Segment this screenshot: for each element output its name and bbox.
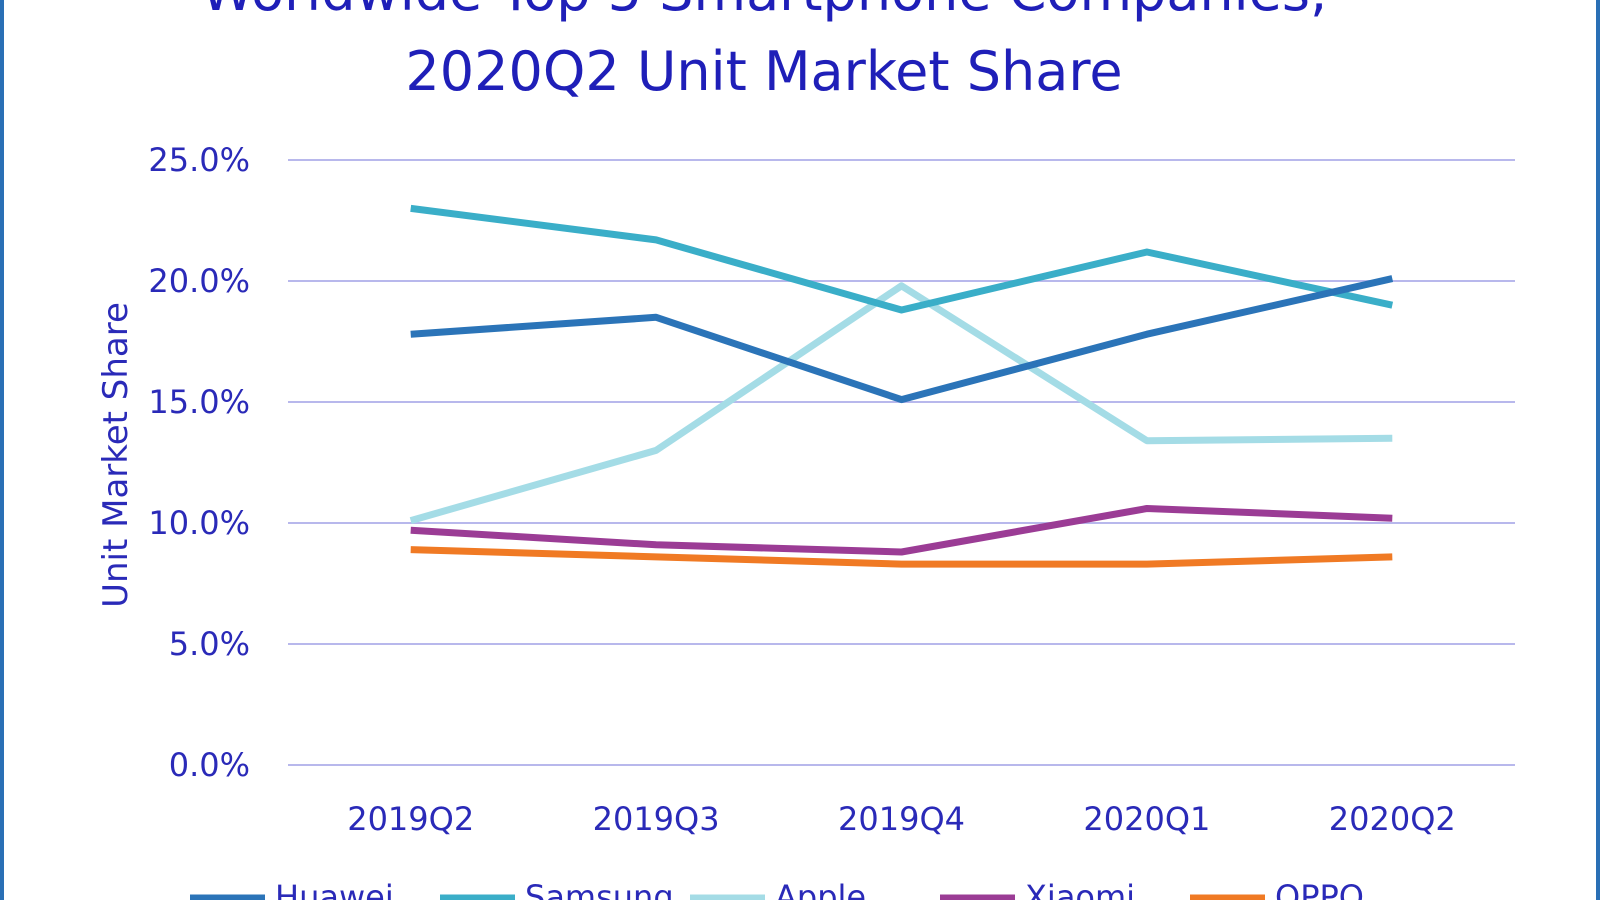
legend-label-samsung: Samsung bbox=[525, 878, 674, 900]
series-line-samsung bbox=[410, 204, 1394, 314]
y-tick-label: 10.0% bbox=[148, 504, 250, 542]
x-tick-label: 2020Q1 bbox=[1083, 800, 1210, 838]
series-line-xiaomi bbox=[410, 505, 1393, 556]
legend-label-apple: Apple bbox=[775, 878, 866, 900]
y-tick-label: 15.0% bbox=[148, 383, 250, 421]
y-axis-label: Unit Market Share bbox=[96, 302, 136, 608]
y-tick-label: 20.0% bbox=[148, 262, 250, 300]
chart-title-line-1: Worldwide Top 5 Smartphone Companies, bbox=[201, 0, 1327, 23]
y-tick-label: 5.0% bbox=[169, 625, 250, 663]
x-tick-label: 2019Q3 bbox=[593, 800, 720, 838]
series-line-oppo bbox=[410, 546, 1393, 568]
x-tick-label: 2019Q2 bbox=[347, 800, 474, 838]
series-line-huawei bbox=[410, 275, 1394, 404]
legend-label-xiaomi: Xiaomi bbox=[1025, 878, 1135, 900]
x-tick-label: 2019Q4 bbox=[838, 800, 965, 838]
chart-title-line-2: 2020Q2 Unit Market Share bbox=[405, 40, 1122, 103]
y-tick-label: 25.0% bbox=[148, 141, 250, 179]
y-tick-label: 0.0% bbox=[169, 746, 250, 784]
x-tick-label: 2020Q2 bbox=[1329, 800, 1456, 838]
series-line-apple bbox=[409, 282, 1393, 524]
legend-label-oppo: OPPO bbox=[1275, 878, 1364, 900]
legend-label-huawei: Huawei bbox=[275, 878, 394, 900]
